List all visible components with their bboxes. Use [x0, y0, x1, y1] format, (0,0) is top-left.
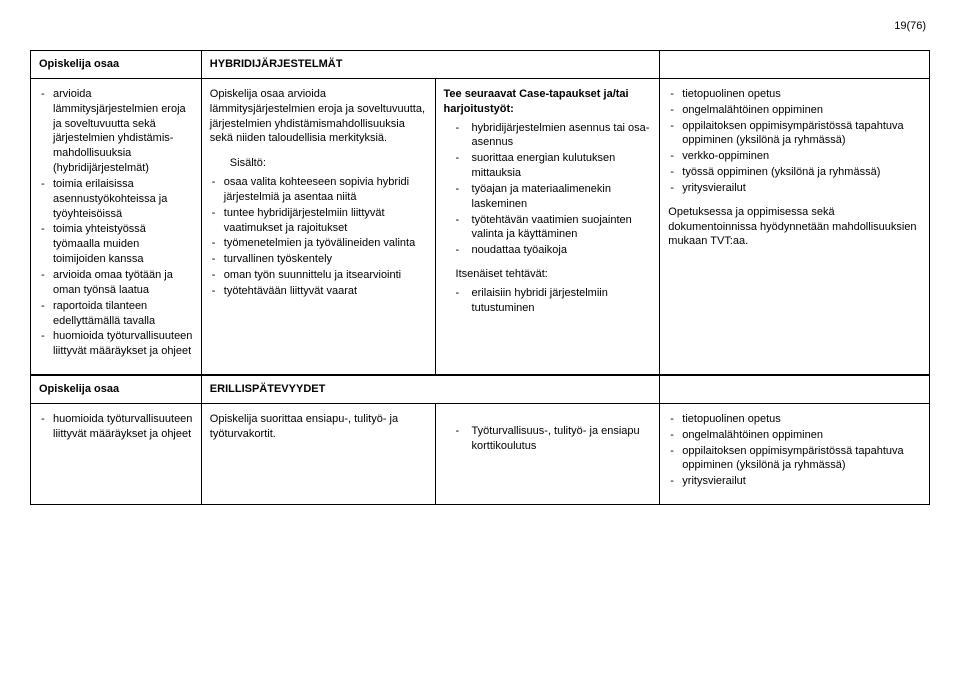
itsenaiset-label: Itsenäiset tehtävät:: [444, 267, 652, 282]
case-heading: Tee seuraavat Case-tapaukset ja/tai harj…: [444, 87, 652, 117]
t2-c2-para: Opiskelija suorittaa ensiapu-, tulityö- …: [210, 412, 427, 442]
list-item: Työturvallisuus-, tulityö- ja ensiapu ko…: [454, 424, 652, 454]
list-item: työtehtävän vaatimien suojainten valinta…: [454, 213, 652, 243]
list-item: ongelmalähtöinen oppiminen: [668, 103, 921, 118]
list-item: suorittaa energian kulutuksen mittauksia: [454, 151, 652, 181]
table-erillis: Opiskelija osaa ERILLISPÄTEVYYDET huomio…: [30, 375, 930, 505]
t1-c4: tietopuolinen opetus ongelmalähtöinen op…: [660, 78, 930, 374]
list-item: huomioida työturvallisuuteen liittyvät m…: [39, 329, 193, 359]
list-item: tuntee hybridijärjestelmiin liittyvät va…: [210, 206, 427, 236]
t1-head-col4: [660, 51, 930, 79]
list-item: turvallinen työskentely: [210, 252, 427, 267]
list-item: toimia yhteistyössä työmaalla muiden toi…: [39, 222, 193, 267]
list-item: oppilaitoksen oppimisympäristössä tapaht…: [668, 444, 921, 474]
list-item: toimia erilaisissa asennustyökohteissa j…: [39, 177, 193, 222]
list-item: tietopuolinen opetus: [668, 87, 921, 102]
t2-head-col2: ERILLISPÄTEVYYDET: [201, 376, 659, 404]
t2-head-col4: [660, 376, 930, 404]
list-item: verkko-oppiminen: [668, 149, 921, 164]
t2-head-col1: Opiskelija osaa: [31, 376, 202, 404]
tvt-paragraph: Opetuksessa ja oppimisessa sekä dokument…: [668, 205, 921, 250]
list-item: arvioida lämmitysjärjestelmien eroja ja …: [39, 87, 193, 176]
list-item: työssä oppiminen (yksilönä ja ryhmässä): [668, 165, 921, 180]
list-item: työmenetelmien ja työvälineiden valinta: [210, 236, 427, 251]
t2-c3: Työturvallisuus-, tulityö- ja ensiapu ko…: [435, 403, 660, 504]
list-item: raportoida tilanteen edellyttämällä tava…: [39, 299, 193, 329]
list-item: työtehtävään liittyvät vaarat: [210, 284, 427, 299]
t2-c1: huomioida työturvallisuuteen liittyvät m…: [31, 403, 202, 504]
list-item: oppilaitoksen oppimisympäristössä tapaht…: [668, 119, 921, 149]
list-item: hybridijärjestelmien asennus tai osa-ase…: [454, 121, 652, 151]
t1-c3: Tee seuraavat Case-tapaukset ja/tai harj…: [435, 78, 660, 374]
list-item: tietopuolinen opetus: [668, 412, 921, 427]
list-item: erilaisiin hybridi järjestelmiin tutustu…: [454, 286, 652, 316]
list-item: ongelmalähtöinen oppiminen: [668, 428, 921, 443]
list-item: noudattaa työaikoja: [454, 243, 652, 258]
table-hybrid: Opiskelija osaa HYBRIDIJÄRJESTELMÄT arvi…: [30, 50, 930, 375]
list-item: työajan ja materiaalimenekin laskeminen: [454, 182, 652, 212]
page-number: 19(76): [30, 20, 930, 32]
sisalto-label: Sisältö:: [210, 156, 427, 171]
list-item: oman työn suunnittelu ja itsearviointi: [210, 268, 427, 283]
list-item: osaa valita kohteeseen sopivia hybridi j…: [210, 175, 427, 205]
list-item: huomioida työturvallisuuteen liittyvät m…: [39, 412, 193, 442]
t1-c2: Opiskelija osaa arvioida lämmitysjärjest…: [201, 78, 435, 374]
t1-head-col2: HYBRIDIJÄRJESTELMÄT: [201, 51, 659, 79]
t2-c4: tietopuolinen opetus ongelmalähtöinen op…: [660, 403, 930, 504]
t2-c2: Opiskelija suorittaa ensiapu-, tulityö- …: [201, 403, 435, 504]
list-item: arvioida omaa työtään ja oman työnsä laa…: [39, 268, 193, 298]
t1-head-col1: Opiskelija osaa: [31, 51, 202, 79]
t1-c1: arvioida lämmitysjärjestelmien eroja ja …: [31, 78, 202, 374]
intro-paragraph: Opiskelija osaa arvioida lämmitysjärjest…: [210, 87, 427, 146]
list-item: yritysvierailut: [668, 181, 921, 196]
list-item: yritysvierailut: [668, 474, 921, 489]
